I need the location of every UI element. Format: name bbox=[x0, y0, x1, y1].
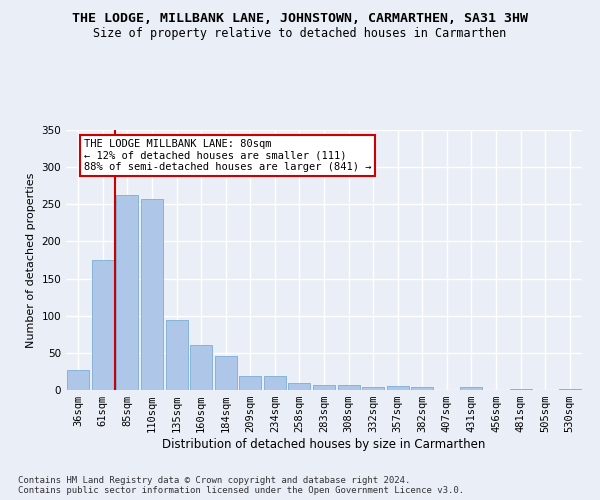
Bar bbox=[92, 260, 114, 390]
Bar bbox=[460, 387, 482, 390]
Bar bbox=[239, 376, 262, 390]
Bar bbox=[166, 320, 188, 390]
Bar bbox=[411, 387, 433, 390]
Text: THE LODGE MILLBANK LANE: 80sqm
← 12% of detached houses are smaller (111)
88% of: THE LODGE MILLBANK LANE: 80sqm ← 12% of … bbox=[83, 139, 371, 172]
Bar bbox=[190, 346, 212, 390]
Bar bbox=[386, 386, 409, 390]
Bar bbox=[559, 388, 581, 390]
Y-axis label: Number of detached properties: Number of detached properties bbox=[26, 172, 36, 348]
Bar bbox=[215, 356, 237, 390]
Bar bbox=[67, 370, 89, 390]
Bar bbox=[338, 385, 359, 390]
Text: Contains HM Land Registry data © Crown copyright and database right 2024.
Contai: Contains HM Land Registry data © Crown c… bbox=[18, 476, 464, 495]
Bar bbox=[141, 199, 163, 390]
X-axis label: Distribution of detached houses by size in Carmarthen: Distribution of detached houses by size … bbox=[163, 438, 485, 451]
Bar bbox=[313, 385, 335, 390]
Text: Size of property relative to detached houses in Carmarthen: Size of property relative to detached ho… bbox=[94, 28, 506, 40]
Bar bbox=[264, 376, 286, 390]
Bar bbox=[362, 387, 384, 390]
Text: THE LODGE, MILLBANK LANE, JOHNSTOWN, CARMARTHEN, SA31 3HW: THE LODGE, MILLBANK LANE, JOHNSTOWN, CAR… bbox=[72, 12, 528, 26]
Bar bbox=[116, 194, 139, 390]
Bar bbox=[289, 382, 310, 390]
